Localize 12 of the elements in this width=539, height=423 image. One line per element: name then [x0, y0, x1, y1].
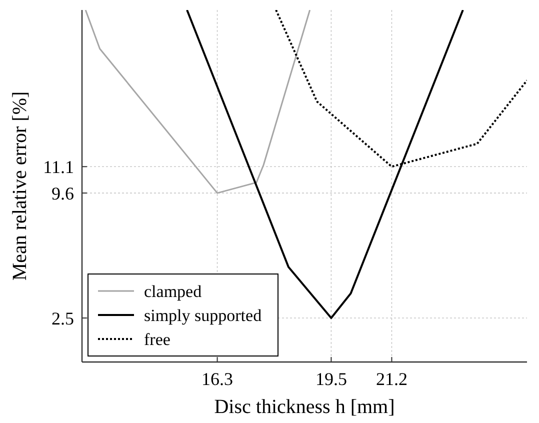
y-tick-label: 9.6 [52, 183, 74, 204]
x-tick-label: 19.5 [315, 369, 347, 389]
legend-label: free [144, 330, 170, 349]
y-tick-label: 2.5 [52, 308, 74, 328]
x-tick-label: 21.2 [376, 369, 408, 389]
x-axis-title: Disc thickness h [mm] [214, 396, 395, 418]
line-series [84, 10, 311, 194]
y-axis-title: Mean relative error [%] [9, 91, 31, 281]
x-tick-label: 16.3 [202, 369, 234, 389]
y-tick-label: 11.1 [43, 156, 74, 177]
legend-label: clamped [144, 282, 202, 301]
legend-label: simply supported [144, 306, 262, 325]
